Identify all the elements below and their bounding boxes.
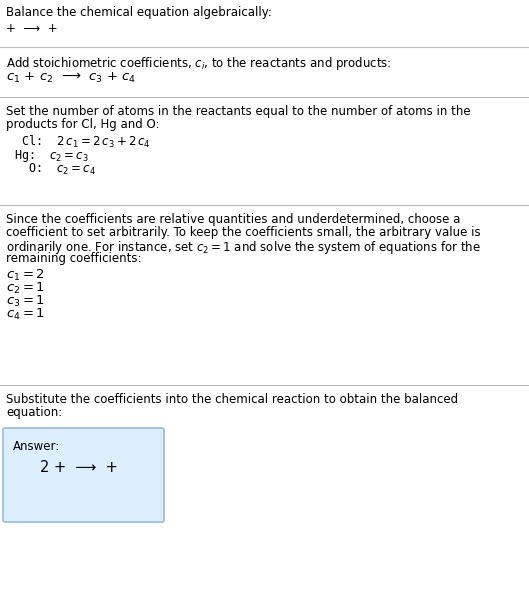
Text: Hg:  $c_2 = c_3$: Hg: $c_2 = c_3$ [14, 148, 89, 164]
Text: $c_1 = 2$: $c_1 = 2$ [6, 268, 45, 283]
Text: O:  $c_2 = c_4$: O: $c_2 = c_4$ [14, 162, 96, 177]
Text: 2 +  ⟶  +: 2 + ⟶ + [40, 460, 118, 475]
Text: coefficient to set arbitrarily. To keep the coefficients small, the arbitrary va: coefficient to set arbitrarily. To keep … [6, 226, 481, 239]
FancyBboxPatch shape [3, 428, 164, 522]
Text: Answer:: Answer: [13, 440, 60, 453]
Text: Cl:  $2\,c_1 = 2\,c_3 + 2\,c_4$: Cl: $2\,c_1 = 2\,c_3 + 2\,c_4$ [14, 134, 151, 150]
Text: Add stoichiometric coefficients, $c_i$, to the reactants and products:: Add stoichiometric coefficients, $c_i$, … [6, 55, 391, 72]
Text: $c_2 = 1$: $c_2 = 1$ [6, 281, 45, 296]
Text: $c_3 = 1$: $c_3 = 1$ [6, 294, 45, 309]
Text: Substitute the coefficients into the chemical reaction to obtain the balanced: Substitute the coefficients into the che… [6, 393, 458, 406]
Text: products for Cl, Hg and O:: products for Cl, Hg and O: [6, 118, 160, 131]
Text: $c_1$ + $c_2$  ⟶  $c_3$ + $c_4$: $c_1$ + $c_2$ ⟶ $c_3$ + $c_4$ [6, 71, 136, 85]
Text: remaining coefficients:: remaining coefficients: [6, 252, 141, 265]
Text: equation:: equation: [6, 406, 62, 419]
Text: Since the coefficients are relative quantities and underdetermined, choose a: Since the coefficients are relative quan… [6, 213, 460, 226]
Text: Set the number of atoms in the reactants equal to the number of atoms in the: Set the number of atoms in the reactants… [6, 105, 471, 118]
Text: Balance the chemical equation algebraically:: Balance the chemical equation algebraica… [6, 6, 272, 19]
Text: +  ⟶  +: + ⟶ + [6, 22, 58, 35]
Text: $c_4 = 1$: $c_4 = 1$ [6, 307, 45, 322]
Text: ordinarily one. For instance, set $c_2 = 1$ and solve the system of equations fo: ordinarily one. For instance, set $c_2 =… [6, 239, 481, 256]
